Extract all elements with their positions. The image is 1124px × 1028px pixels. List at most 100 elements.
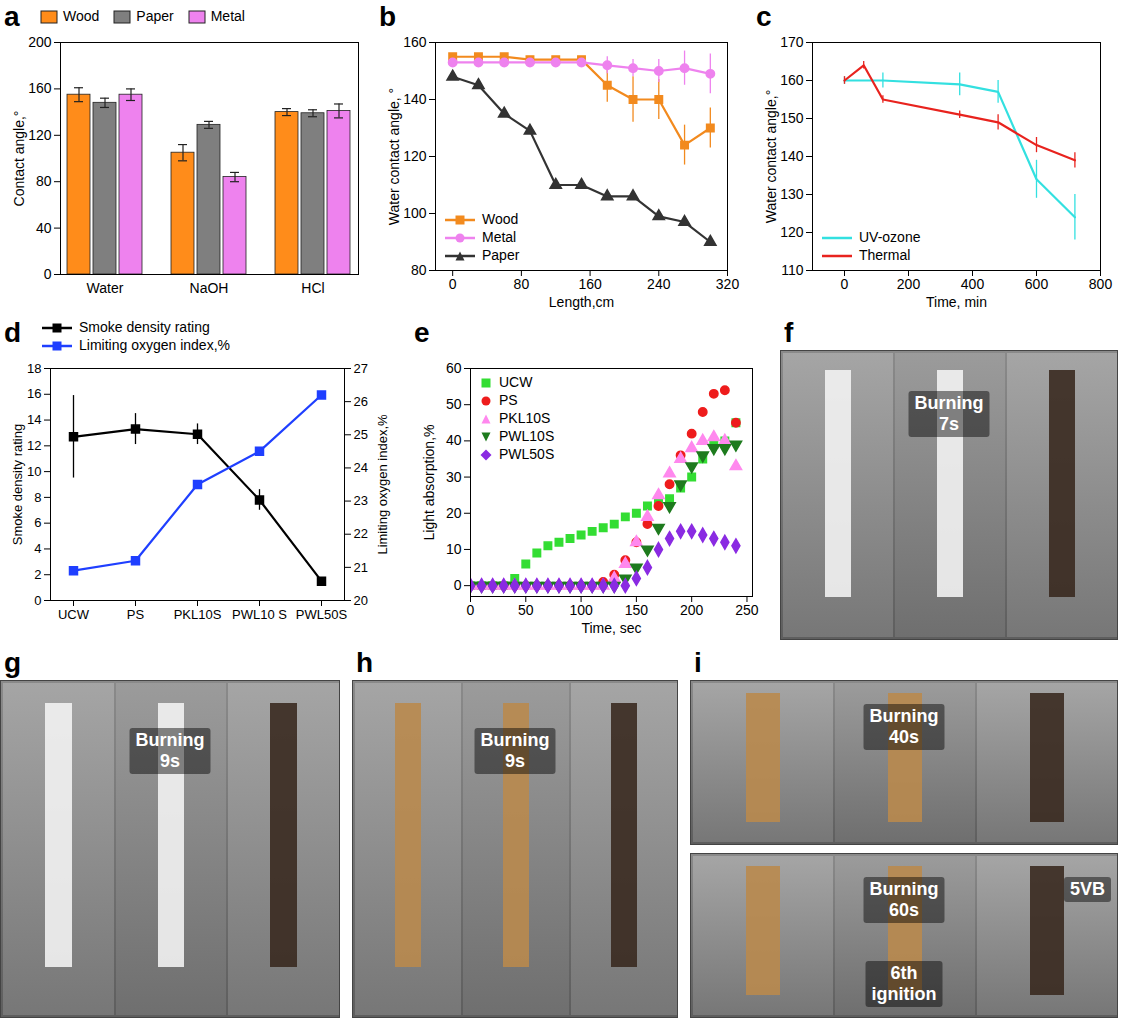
svg-text:0: 0 — [454, 577, 462, 593]
svg-text:Water contact angle,°: Water contact angle,° — [763, 90, 779, 223]
svg-text:0: 0 — [449, 276, 457, 292]
html-text:g: g — [4, 647, 22, 678]
html-text:6th: 6th — [890, 963, 918, 984]
svg-text:22: 22 — [354, 526, 368, 541]
svg-text:120: 120 — [28, 127, 52, 143]
svg-text:16: 16 — [27, 386, 41, 401]
svg-text:200: 200 — [680, 602, 704, 618]
svg-text:250: 250 — [735, 602, 759, 618]
svg-text:12: 12 — [27, 438, 41, 453]
html-text:5VB: 5VB — [1070, 878, 1105, 899]
svg-text:0: 0 — [467, 602, 475, 618]
svg-text:18: 18 — [27, 361, 41, 376]
svg-text:120: 120 — [780, 224, 804, 240]
svg-text:Limiting oxygen index,%: Limiting oxygen index,% — [375, 414, 390, 555]
html-text:Metal: Metal — [482, 229, 517, 245]
svg-text:600: 600 — [1025, 276, 1049, 292]
svg-text:26: 26 — [354, 394, 368, 409]
html-text:h: h — [356, 647, 374, 678]
svg-text:200: 200 — [897, 276, 921, 292]
html-text:Metal: Metal — [210, 8, 245, 24]
svg-text:100: 100 — [403, 205, 427, 221]
svg-text:10: 10 — [27, 464, 41, 479]
svg-text:8: 8 — [34, 490, 41, 505]
html-text:9s: 9s — [160, 751, 180, 771]
svg-text:80: 80 — [411, 262, 427, 278]
svg-text:PWL10 S: PWL10 S — [232, 607, 287, 622]
svg-text:160: 160 — [780, 72, 804, 88]
svg-text:50: 50 — [446, 396, 462, 412]
svg-text:Time, min: Time, min — [926, 294, 987, 310]
svg-text:170: 170 — [780, 34, 804, 50]
html-text:Burning: Burning — [135, 730, 205, 750]
svg-text:4: 4 — [34, 541, 41, 556]
svg-text:24: 24 — [354, 460, 368, 475]
svg-text:Time, sec: Time, sec — [581, 620, 641, 636]
svg-text:40: 40 — [446, 432, 462, 448]
svg-text:150: 150 — [625, 602, 649, 618]
svg-text:HCl: HCl — [301, 280, 324, 296]
svg-text:50: 50 — [518, 602, 534, 618]
svg-text:PKL10S: PKL10S — [174, 607, 222, 622]
svg-text:160: 160 — [403, 34, 427, 50]
svg-text:160: 160 — [578, 276, 602, 292]
html-text:Paper: Paper — [482, 247, 520, 263]
svg-text:10: 10 — [446, 541, 462, 557]
svg-text:Light absorption,%: Light absorption,% — [421, 425, 437, 541]
html-text:60s: 60s — [889, 899, 919, 920]
svg-text:40: 40 — [36, 220, 52, 236]
svg-text:30: 30 — [446, 469, 462, 485]
svg-text:14: 14 — [27, 412, 41, 427]
html-text:Burning: Burning — [869, 878, 939, 899]
svg-text:80: 80 — [514, 276, 530, 292]
html-text:7s: 7s — [939, 414, 959, 435]
svg-text:20: 20 — [354, 593, 368, 608]
html-text:Wood: Wood — [63, 8, 100, 24]
svg-text:400: 400 — [961, 276, 985, 292]
svg-text:110: 110 — [781, 262, 804, 278]
svg-text:60: 60 — [446, 360, 462, 376]
svg-text:0: 0 — [841, 276, 849, 292]
svg-text:0: 0 — [34, 593, 41, 608]
html-text:Burning: Burning — [869, 705, 939, 726]
svg-text:800: 800 — [1089, 276, 1113, 292]
svg-text:21: 21 — [354, 560, 368, 575]
html-text:Paper: Paper — [136, 8, 174, 24]
svg-text:130: 130 — [780, 186, 804, 202]
svg-text:Contact angle,°: Contact angle,° — [11, 111, 27, 207]
svg-text:2: 2 — [34, 567, 41, 582]
svg-text:25: 25 — [354, 427, 368, 442]
svg-text:23: 23 — [354, 493, 368, 508]
svg-text:20: 20 — [446, 505, 462, 521]
svg-text:Length,cm: Length,cm — [549, 294, 614, 310]
html-text:a: a — [4, 1, 20, 32]
svg-text:27: 27 — [354, 361, 368, 376]
svg-text:PS: PS — [127, 607, 145, 622]
svg-text:Water: Water — [87, 280, 124, 296]
svg-text:Smoke density rating: Smoke density rating — [10, 424, 25, 545]
svg-text:80: 80 — [36, 173, 52, 189]
html-text:d: d — [4, 317, 22, 348]
html-text:Wood: Wood — [482, 211, 519, 227]
svg-text:6: 6 — [34, 515, 41, 530]
svg-text:0: 0 — [44, 266, 52, 282]
svg-text:PWL50S: PWL50S — [296, 607, 348, 622]
svg-text:UCW: UCW — [58, 607, 90, 622]
svg-text:Water contact angle, °: Water contact angle, ° — [386, 88, 402, 225]
svg-text:140: 140 — [780, 148, 804, 164]
html-text:ignition: ignition — [871, 984, 937, 1005]
svg-text:NaOH: NaOH — [190, 280, 229, 296]
html-text:40s: 40s — [889, 726, 919, 747]
svg-text:160: 160 — [28, 80, 52, 96]
svg-text:150: 150 — [780, 110, 804, 126]
html-text:b: b — [379, 1, 397, 32]
svg-text:200: 200 — [28, 34, 52, 50]
svg-text:320: 320 — [716, 276, 740, 292]
svg-text:100: 100 — [569, 602, 593, 618]
svg-text:140: 140 — [403, 91, 427, 107]
html-text:Burning: Burning — [914, 393, 984, 414]
svg-text:120: 120 — [403, 148, 427, 164]
html-text:9s: 9s — [505, 751, 525, 771]
html-text:Burning: Burning — [480, 730, 550, 750]
svg-text:240: 240 — [647, 276, 671, 292]
